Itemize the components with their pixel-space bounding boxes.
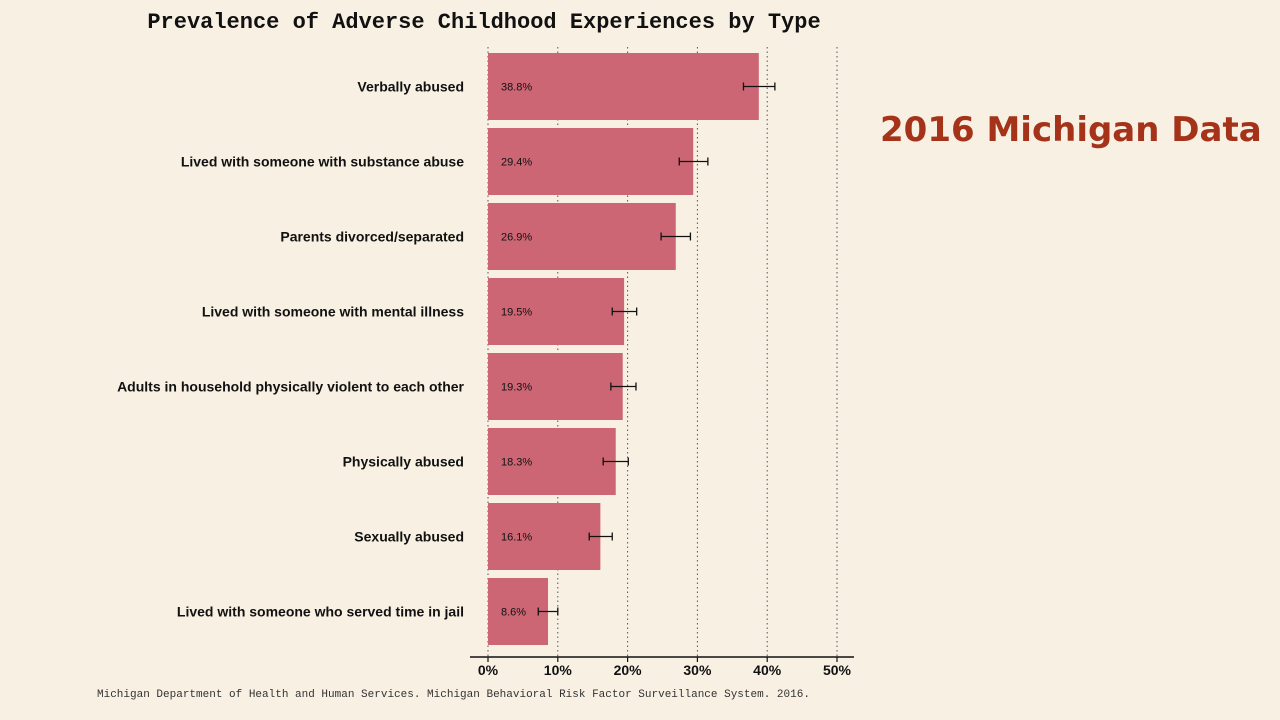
data-label-3: 19.5%: [501, 307, 532, 319]
category-label-2: Parents divorced/separated: [280, 229, 464, 245]
data-label-7: 8.6%: [501, 607, 526, 619]
chart-title: Prevalence of Adverse Childhood Experien…: [147, 10, 821, 35]
x-tick-label-2: 20%: [614, 662, 643, 678]
category-label-0: Verbally abused: [357, 79, 464, 95]
data-label-2: 26.9%: [501, 232, 532, 244]
bar-5: [488, 428, 616, 495]
data-label-6: 16.1%: [501, 532, 532, 544]
category-label-1: Lived with someone with substance abuse: [181, 154, 464, 170]
category-label-4: Adults in household physically violent t…: [117, 379, 464, 395]
bar-4: [488, 353, 623, 420]
category-label-5: Physically abused: [343, 454, 464, 470]
x-tick-label-5: 50%: [823, 662, 852, 678]
data-label-5: 18.3%: [501, 457, 532, 469]
side-title: 2016 Michigan Data: [880, 110, 1262, 150]
category-label-7: Lived with someone who served time in ja…: [177, 604, 464, 620]
category-label-3: Lived with someone with mental illness: [202, 304, 464, 320]
data-label-1: 29.4%: [501, 157, 532, 169]
data-label-0: 38.8%: [501, 82, 532, 94]
x-tick-label-4: 40%: [753, 662, 782, 678]
x-tick-label-0: 0%: [478, 662, 499, 678]
bar-6: [488, 503, 601, 570]
bar-3: [488, 278, 625, 345]
bar-1: [488, 128, 694, 195]
bar-2: [488, 203, 676, 270]
data-label-4: 19.3%: [501, 382, 532, 394]
bar-0: [488, 53, 759, 120]
x-tick-label-1: 10%: [544, 662, 573, 678]
category-label-6: Sexually abused: [354, 529, 464, 545]
source-citation: Michigan Department of Health and Human …: [97, 689, 810, 701]
x-tick-label-3: 30%: [683, 662, 712, 678]
